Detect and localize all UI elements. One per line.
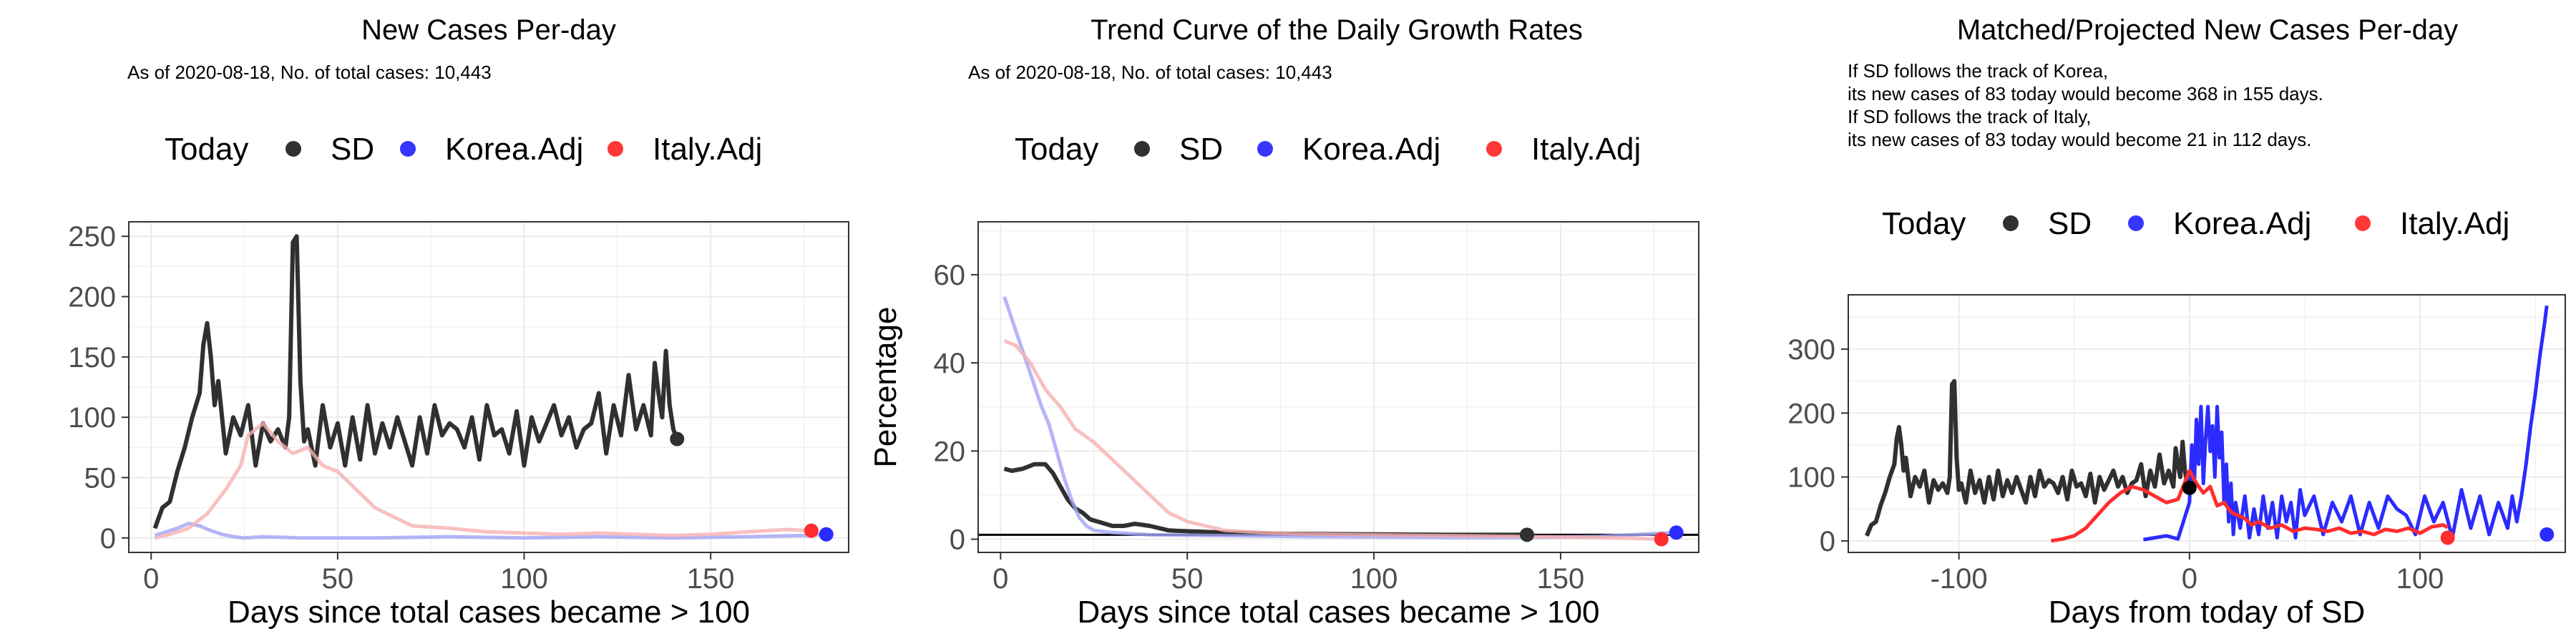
x-tick-label: 100 [2396, 563, 2444, 595]
legend-key-italy-adj [608, 141, 623, 157]
panel-frame [128, 221, 849, 553]
x-axis-label: Days since total cases became > 100 [228, 595, 750, 630]
legend-label: Korea.Adj [1302, 132, 1440, 167]
x-tick-label: 0 [2182, 563, 2197, 595]
x-tick-label: -100 [1931, 563, 1988, 595]
legend: Today SD Korea.Adj Italy.Adj [1882, 206, 2509, 241]
series-line-sd [152, 234, 679, 530]
y-tick-label: 0 [1820, 526, 1835, 557]
plot-area [1848, 294, 2566, 553]
y-tick-label: 0 [100, 523, 116, 555]
x-tick-label: 150 [687, 563, 735, 595]
annotation-line: If SD follows the track of Korea, [1848, 60, 2108, 82]
y-tick-label: 100 [1787, 462, 1835, 494]
panel-frame [977, 221, 1699, 553]
chart-subtitle: As of 2020-08-18, No. of total cases: 10… [127, 62, 492, 83]
legend-label: Korea.Adj [445, 132, 583, 167]
series-line-italy-adj [154, 421, 812, 540]
y-tick-label: 150 [68, 342, 116, 374]
today-point-italy-adj [1654, 532, 1669, 547]
today-point-sd [1519, 527, 1534, 542]
x-tick-label: 0 [992, 563, 1008, 595]
x-axis-label: Days since total cases became > 100 [1077, 595, 1599, 630]
legend-key-korea-adj [400, 141, 416, 157]
today-point-italy-adj [804, 523, 819, 538]
today-point-korea-adj [1669, 525, 1684, 540]
y-tick-label: 40 [934, 348, 966, 379]
y-tick-label: 50 [84, 462, 117, 494]
today-point-korea-adj [819, 527, 834, 542]
series-line-italy-adj [1003, 338, 1662, 541]
legend-key-sd [2003, 215, 2019, 231]
legend-key-sd [1134, 141, 1150, 157]
series-line-korea-adj [2143, 305, 2549, 542]
legend-label: SD [1179, 132, 1223, 167]
series-line-korea-adj [154, 522, 826, 540]
chart-title: Matched/Projected New Cases Per-day [1957, 14, 2458, 46]
legend-title: Today [1882, 206, 1966, 241]
y-tick-label: 20 [934, 436, 966, 467]
today-point-italy-adj [2440, 530, 2455, 545]
chart-title: New Cases Per-day [361, 14, 616, 46]
x-tick-label: 50 [1171, 563, 1204, 595]
annotation-line: its new cases of 83 today would become 2… [1848, 129, 2311, 150]
legend-title: Today [165, 132, 248, 167]
y-tick-label: 200 [68, 282, 116, 313]
y-axis-label: Percentage [868, 306, 903, 467]
growth-rate-chart: Trend Curve of the Daily Growth Rates As … [868, 14, 1699, 630]
legend-title: Today [1015, 132, 1098, 167]
annotation-line: its new cases of 83 today would become 3… [1848, 83, 2323, 104]
panel-border [977, 221, 1699, 553]
y-tick-label: 0 [950, 525, 965, 556]
today-point-korea-adj [2540, 527, 2555, 542]
y-tick-label: 300 [1787, 334, 1835, 366]
legend-label: Korea.Adj [2173, 206, 2311, 241]
x-tick-label: 50 [322, 563, 354, 595]
legend-label: Italy.Adj [1531, 132, 1641, 167]
legend-key-italy-adj [1486, 141, 1502, 157]
x-axis-label: Days from today of SD [2049, 595, 2366, 630]
x-tick-label: 100 [1350, 563, 1398, 595]
legend-key-italy-adj [2355, 215, 2371, 231]
plot-area [128, 221, 849, 553]
chart-subtitle: As of 2020-08-18, No. of total cases: 10… [968, 62, 1332, 83]
legend-label: Italy.Adj [2400, 206, 2509, 241]
legend-key-sd [286, 141, 301, 157]
new-cases-chart: New Cases Per-day As of 2020-08-18, No. o… [68, 14, 849, 630]
projected-cases-chart: Matched/Projected New Cases Per-day If SD… [1787, 14, 2566, 630]
today-point-sd [2182, 480, 2197, 495]
y-tick-label: 60 [934, 260, 966, 291]
annotation-line: If SD follows the track of Italy, [1848, 106, 2092, 127]
chart-title: Trend Curve of the Daily Growth Rates [1091, 14, 1583, 46]
legend: Today SD Korea.Adj Italy.Adj [1015, 132, 1641, 167]
legend-label: Italy.Adj [653, 132, 762, 167]
legend-label: SD [2048, 206, 2092, 241]
y-tick-label: 100 [68, 402, 116, 434]
legend-label: SD [331, 132, 374, 167]
panel-frame [1848, 294, 2566, 553]
series-line-italy-adj [2051, 469, 2449, 543]
today-point-sd [670, 431, 685, 447]
y-tick-label: 250 [68, 221, 116, 253]
legend: Today SD Korea.Adj Italy.Adj [165, 132, 762, 167]
plot-area [977, 221, 1699, 553]
series-line-korea-adj [1002, 296, 1677, 540]
x-tick-label: 100 [500, 563, 548, 595]
x-tick-label: 0 [143, 563, 159, 595]
legend-key-korea-adj [2128, 215, 2144, 231]
legend-key-korea-adj [1257, 141, 1273, 157]
x-tick-label: 150 [1537, 563, 1585, 595]
y-tick-label: 200 [1787, 398, 1835, 429]
